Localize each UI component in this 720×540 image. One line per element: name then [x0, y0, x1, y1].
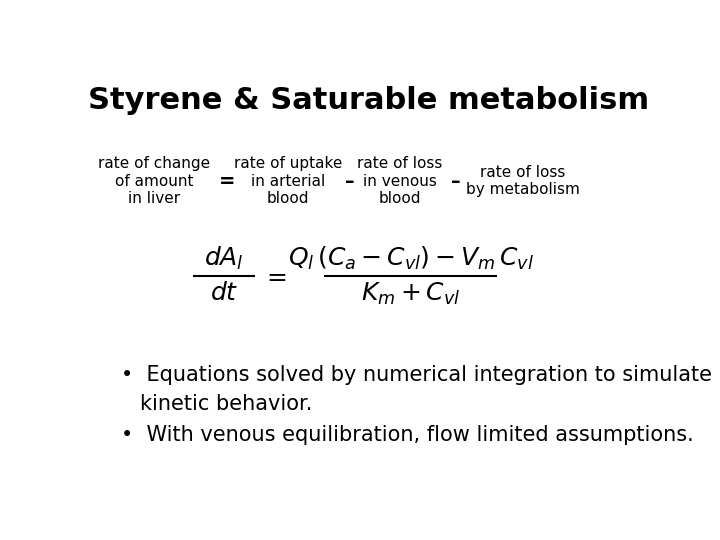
Text: kinetic behavior.: kinetic behavior. — [140, 394, 312, 414]
Text: $Q_l\,(C_a - C_{vl}) - V_m\,C_{vl}$: $Q_l\,(C_a - C_{vl}) - V_m\,C_{vl}$ — [288, 245, 534, 272]
Text: –: – — [451, 172, 460, 191]
Text: •  With venous equilibration, flow limited assumptions.: • With venous equilibration, flow limite… — [121, 425, 693, 445]
Text: $dt$: $dt$ — [210, 281, 238, 306]
Text: $dA_l$: $dA_l$ — [204, 245, 244, 272]
Text: –: – — [345, 172, 354, 191]
Text: rate of loss
by metabolism: rate of loss by metabolism — [466, 165, 580, 198]
Text: •  Equations solved by numerical integration to simulate: • Equations solved by numerical integrat… — [121, 364, 711, 384]
Text: rate of change
of amount
in liver: rate of change of amount in liver — [98, 156, 210, 206]
Text: =: = — [218, 172, 235, 191]
Text: Styrene & Saturable metabolism: Styrene & Saturable metabolism — [89, 85, 649, 114]
Text: $=$: $=$ — [261, 264, 287, 288]
Text: rate of uptake
in arterial
blood: rate of uptake in arterial blood — [234, 156, 342, 206]
Text: $K_m + C_{vl}$: $K_m + C_{vl}$ — [361, 280, 461, 307]
Text: rate of loss
in venous
blood: rate of loss in venous blood — [357, 156, 442, 206]
